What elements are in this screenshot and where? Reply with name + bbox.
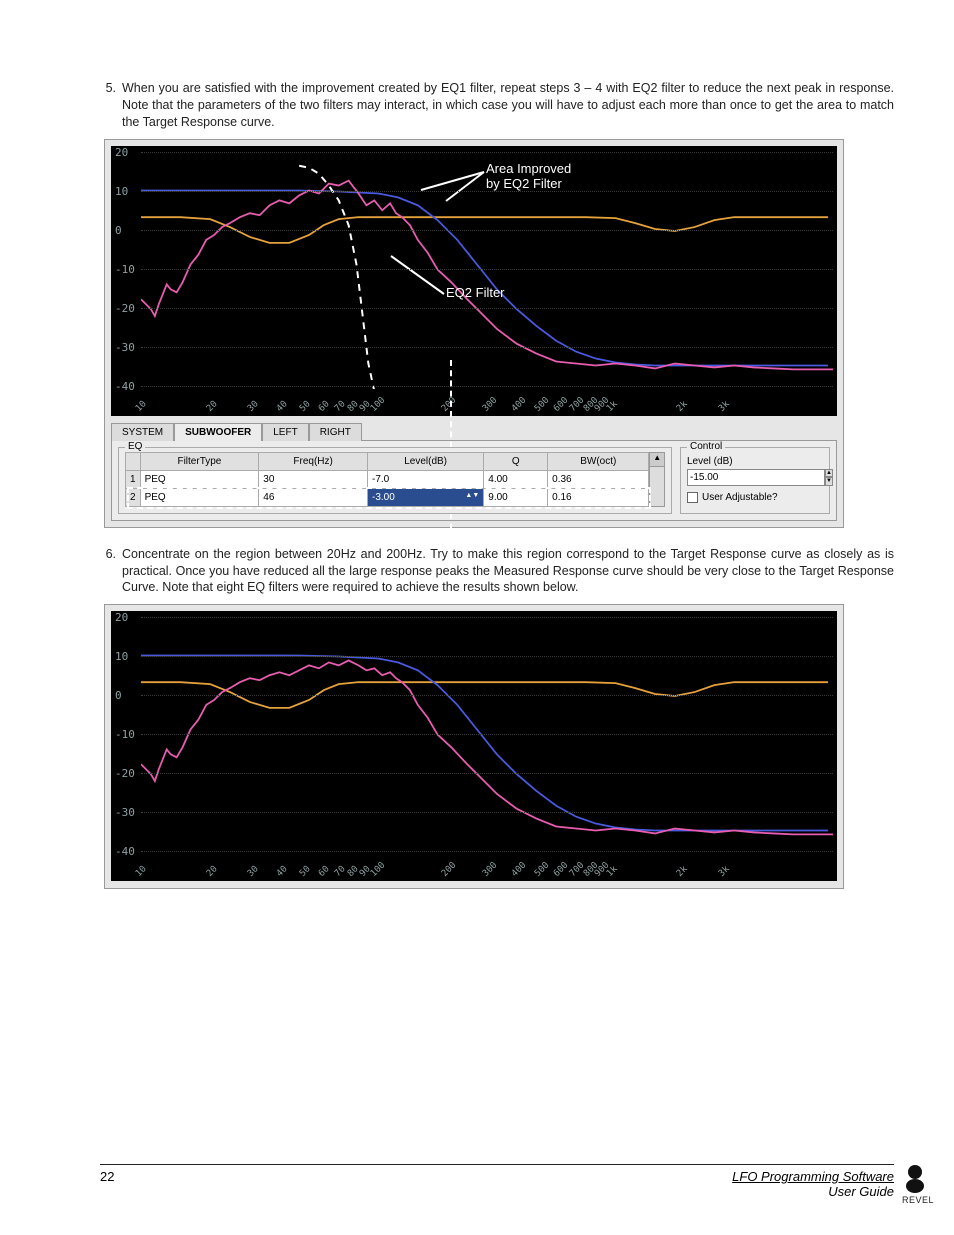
tab-subwoofer[interactable]: SUBWOOFER (174, 423, 262, 441)
tab-bar: SYSTEMSUBWOOFERLEFTRIGHT (111, 422, 837, 440)
dashed-row-highlight (127, 487, 651, 509)
spin-up-icon[interactable]: ▲ (825, 469, 833, 478)
chart-b-svg (141, 611, 833, 854)
chart-b-container: 20100-10-20-30-4010203040506070809010020… (104, 604, 894, 889)
tab-system[interactable]: SYSTEM (111, 423, 174, 441)
footer-subtitle: User Guide (732, 1184, 894, 1199)
scroll-up-icon[interactable]: ▲ (650, 453, 664, 467)
step-text: Concentrate on the region between 20Hz a… (122, 546, 894, 597)
annotation-eq2-filter: EQ2 Filter (446, 286, 505, 301)
eq-group-title: EQ (125, 441, 145, 452)
page-footer: 22 LFO Programming Software User Guide (100, 1164, 894, 1199)
checkbox-icon[interactable] (687, 492, 698, 503)
annotation-area-improved: Area Improvedby EQ2 Filter (486, 162, 571, 192)
footer-title: LFO Programming Software (732, 1169, 894, 1184)
level-input[interactable] (687, 469, 825, 486)
level-label: Level (dB) (687, 456, 823, 467)
chart-a-plot: Area Improvedby EQ2 Filter EQ2 Filter 20… (111, 146, 837, 416)
chart-a-outer: Area Improvedby EQ2 Filter EQ2 Filter 20… (104, 139, 844, 528)
spin-down-icon[interactable]: ▼ (825, 477, 833, 486)
chart-b-plot: 20100-10-20-30-4010203040506070809010020… (111, 611, 837, 881)
control-group: Control Level (dB) ▲ ▼ User Adjustable? (680, 447, 830, 514)
tab-left[interactable]: LEFT (262, 423, 308, 441)
tab-right[interactable]: RIGHT (309, 423, 362, 441)
revel-logo-icon (902, 1164, 928, 1194)
step-number: 5. (100, 80, 122, 131)
checkbox-label: User Adjustable? (702, 492, 778, 503)
eq-panel: EQ FilterTypeFreq(Hz)Level(dB)QBW(oct)1P… (111, 440, 837, 521)
control-group-title: Control (687, 441, 725, 452)
footer-right: LFO Programming Software User Guide (732, 1169, 894, 1199)
step-text: When you are satisfied with the improvem… (122, 80, 894, 131)
step-6: 6. Concentrate on the region between 20H… (100, 546, 894, 597)
brand-name: REVEL (902, 1195, 934, 1205)
user-adjustable-checkbox[interactable]: User Adjustable? (687, 492, 823, 503)
step-5: 5. When you are satisfied with the impro… (100, 80, 894, 131)
brand-logo: REVEL (902, 1164, 934, 1205)
chart-a-container: Area Improvedby EQ2 Filter EQ2 Filter 20… (104, 139, 894, 528)
step-number: 6. (100, 546, 122, 597)
level-spinner[interactable]: ▲ ▼ (687, 469, 823, 486)
chart-b-outer: 20100-10-20-30-4010203040506070809010020… (104, 604, 844, 889)
eq-group: EQ FilterTypeFreq(Hz)Level(dB)QBW(oct)1P… (118, 447, 672, 514)
page-number: 22 (100, 1169, 114, 1199)
eq-scrollbar[interactable]: ▲ (649, 452, 665, 507)
